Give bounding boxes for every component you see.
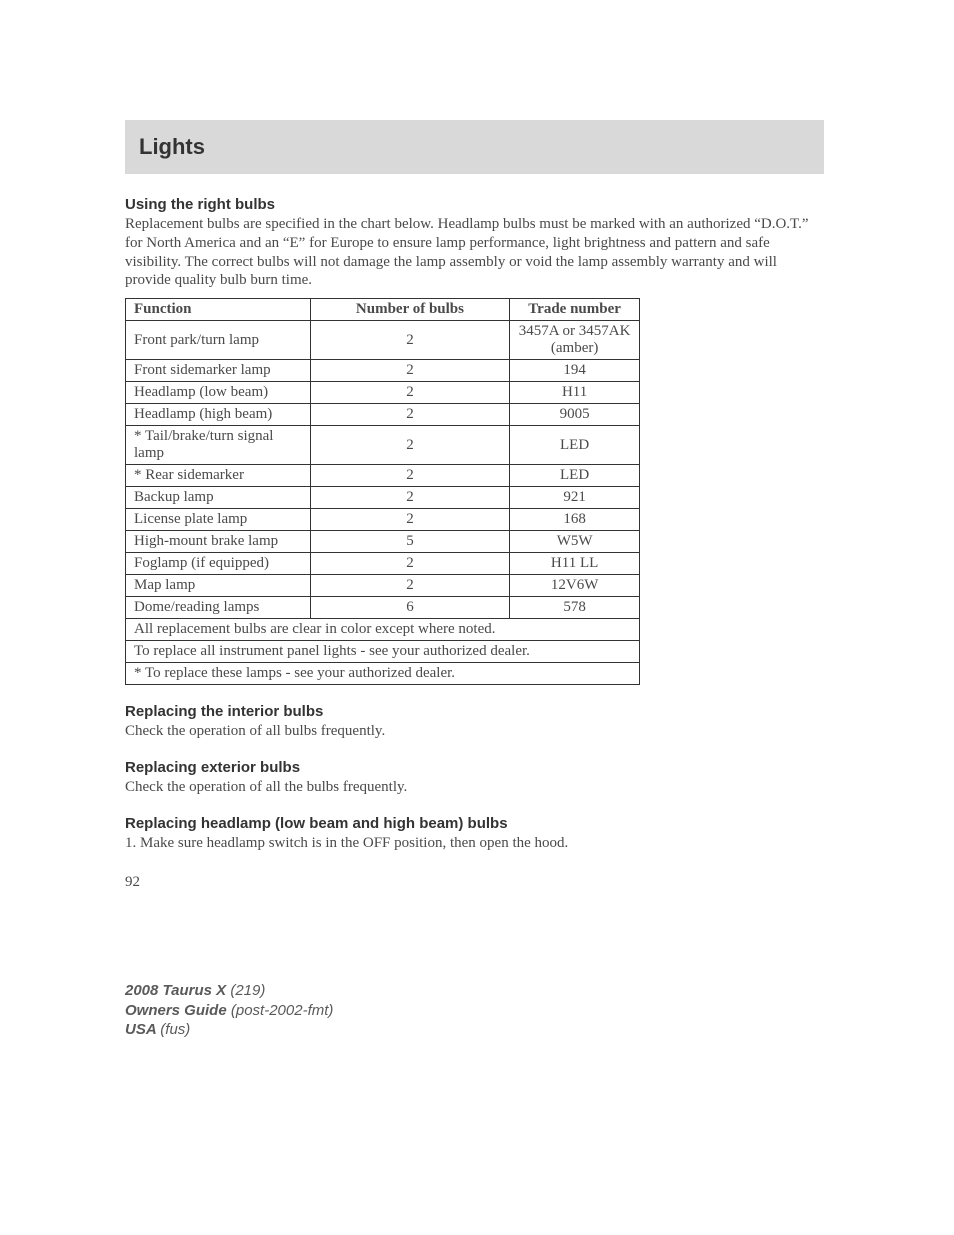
table-row: Foglamp (if equipped)2H11 LL: [126, 553, 640, 575]
cell-trade: 3457A or 3457AK (amber): [510, 321, 640, 360]
interior-text: Check the operation of all bulbs frequen…: [125, 722, 824, 741]
footer-model: 2008 Taurus X: [125, 982, 230, 999]
table-row: Headlamp (high beam)29005: [126, 404, 640, 426]
cell-number: 2: [310, 404, 510, 426]
cell-trade: H11 LL: [510, 553, 640, 575]
page-title: Lights: [139, 134, 205, 159]
table-header-row: Function Number of bulbs Trade number: [126, 299, 640, 321]
cell-number: 2: [310, 321, 510, 360]
table-note-row: All replacement bulbs are clear in color…: [126, 619, 640, 641]
footer-region: USA: [125, 1021, 160, 1038]
cell-trade: LED: [510, 465, 640, 487]
cell-function: Backup lamp: [126, 487, 311, 509]
cell-function: * Tail/brake/turn signal lamp: [126, 426, 311, 465]
section-heading-interior: Replacing the interior bulbs: [125, 703, 824, 720]
cell-number: 2: [310, 487, 510, 509]
table-row: Front sidemarker lamp2194: [126, 360, 640, 382]
footer-guide: Owners Guide: [125, 1002, 231, 1019]
cell-number: 2: [310, 465, 510, 487]
cell-trade: 168: [510, 509, 640, 531]
cell-function: Headlamp (low beam): [126, 382, 311, 404]
footer-region-code: (fus): [160, 1021, 190, 1038]
cell-trade: W5W: [510, 531, 640, 553]
footer-line-2: Owners Guide (post-2002-fmt): [125, 1001, 824, 1021]
intro-text: Replacement bulbs are specified in the c…: [125, 215, 824, 290]
footer-line-3: USA (fus): [125, 1020, 824, 1040]
page-container: Lights Using the right bulbs Replacement…: [0, 0, 954, 1120]
section-heading-intro: Using the right bulbs: [125, 196, 824, 213]
section-heading-headlamp: Replacing headlamp (low beam and high be…: [125, 815, 824, 832]
table-row: Front park/turn lamp23457A or 3457AK (am…: [126, 321, 640, 360]
table-note-row: To replace all instrument panel lights -…: [126, 641, 640, 663]
bulb-table: Function Number of bulbs Trade number Fr…: [125, 298, 640, 685]
th-number: Number of bulbs: [310, 299, 510, 321]
page-number: 92: [125, 874, 824, 891]
cell-note: All replacement bulbs are clear in color…: [126, 619, 640, 641]
footer: 2008 Taurus X (219) Owners Guide (post-2…: [125, 981, 824, 1040]
cell-function: Dome/reading lamps: [126, 597, 311, 619]
cell-trade: 194: [510, 360, 640, 382]
cell-number: 2: [310, 553, 510, 575]
cell-function: Front sidemarker lamp: [126, 360, 311, 382]
table-row: Backup lamp2921: [126, 487, 640, 509]
th-trade: Trade number: [510, 299, 640, 321]
cell-function: Front park/turn lamp: [126, 321, 311, 360]
cell-note: * To replace these lamps - see your auth…: [126, 663, 640, 685]
th-function: Function: [126, 299, 311, 321]
cell-function: Foglamp (if equipped): [126, 553, 311, 575]
exterior-text: Check the operation of all the bulbs fre…: [125, 778, 824, 797]
table-row: License plate lamp2168: [126, 509, 640, 531]
cell-number: 2: [310, 382, 510, 404]
cell-trade: LED: [510, 426, 640, 465]
cell-function: * Rear sidemarker: [126, 465, 311, 487]
table-row: Headlamp (low beam)2H11: [126, 382, 640, 404]
table-row: Dome/reading lamps6578: [126, 597, 640, 619]
cell-function: Map lamp: [126, 575, 311, 597]
cell-function: High-mount brake lamp: [126, 531, 311, 553]
header-bar: Lights: [125, 120, 824, 174]
cell-number: 2: [310, 426, 510, 465]
cell-trade: H11: [510, 382, 640, 404]
cell-function: License plate lamp: [126, 509, 311, 531]
cell-trade: 9005: [510, 404, 640, 426]
cell-note: To replace all instrument panel lights -…: [126, 641, 640, 663]
cell-trade: 921: [510, 487, 640, 509]
cell-function: Headlamp (high beam): [126, 404, 311, 426]
table-row: * Rear sidemarker2LED: [126, 465, 640, 487]
table-body: Front park/turn lamp23457A or 3457AK (am…: [126, 321, 640, 685]
footer-guide-fmt: (post-2002-fmt): [231, 1002, 334, 1019]
table-row: * Tail/brake/turn signal lamp2LED: [126, 426, 640, 465]
cell-number: 2: [310, 575, 510, 597]
section-heading-exterior: Replacing exterior bulbs: [125, 759, 824, 776]
cell-number: 6: [310, 597, 510, 619]
table-row: Map lamp212V6W: [126, 575, 640, 597]
cell-number: 5: [310, 531, 510, 553]
table-note-row: * To replace these lamps - see your auth…: [126, 663, 640, 685]
cell-trade: 12V6W: [510, 575, 640, 597]
table-row: High-mount brake lamp5W5W: [126, 531, 640, 553]
cell-number: 2: [310, 360, 510, 382]
footer-line-1: 2008 Taurus X (219): [125, 981, 824, 1001]
headlamp-text: 1. Make sure headlamp switch is in the O…: [125, 834, 824, 853]
footer-model-code: (219): [230, 982, 265, 999]
cell-trade: 578: [510, 597, 640, 619]
cell-number: 2: [310, 509, 510, 531]
